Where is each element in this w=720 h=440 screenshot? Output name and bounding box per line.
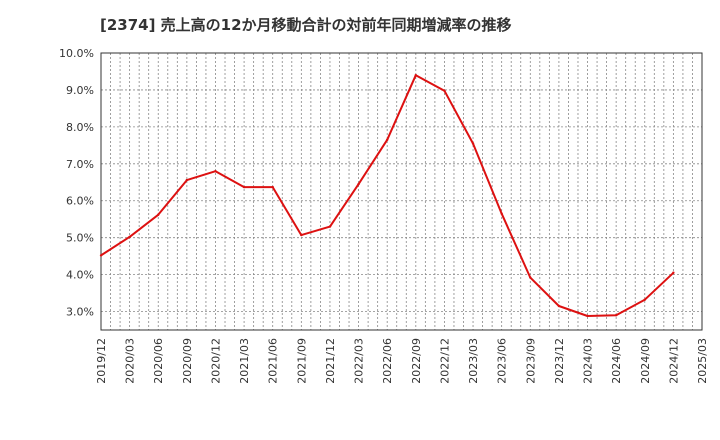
x-tick-label: 2024/09 (639, 338, 652, 384)
x-tick-label: 2023/12 (553, 338, 566, 384)
x-tick-label: 2020/09 (181, 338, 194, 384)
data-point (328, 225, 332, 228)
data-point (672, 271, 675, 274)
x-tick-label: 2023/06 (496, 338, 509, 384)
x-axis: 2019/12 2020/03 2020/06 2020/09 2020/12 2021/… (95, 338, 709, 384)
data-point (557, 304, 561, 308)
x-tick-label: 2023/03 (467, 338, 480, 384)
y-tick-label: 9.0% (66, 84, 94, 97)
x-tick-label: 2021/12 (324, 338, 337, 384)
x-tick-label: 2021/09 (295, 338, 308, 384)
x-tick-label: 2022/03 (353, 338, 366, 384)
data-point (157, 213, 160, 216)
x-tick-label: 2020/06 (152, 338, 165, 384)
data-point (643, 298, 646, 301)
series-line (100, 74, 675, 317)
plot-area-border (100, 52, 703, 331)
x-tick-label: 2022/12 (438, 338, 451, 384)
y-tick-label: 3.0% (66, 306, 94, 319)
data-point (185, 178, 189, 182)
data-point (128, 235, 131, 239)
data-point (614, 314, 618, 317)
x-tick-label: 2020/03 (124, 338, 137, 384)
x-tick-label: 2020/12 (209, 338, 222, 384)
x-tick-label: 2024/12 (667, 338, 680, 384)
data-point (385, 138, 389, 141)
y-tick-label: 5.0% (66, 232, 94, 245)
grid-lines (101, 52, 702, 330)
data-point (271, 185, 274, 189)
x-tick-label: 2023/09 (524, 338, 537, 384)
x-tick-label: 2022/06 (381, 338, 394, 384)
y-tick-label: 7.0% (66, 158, 94, 171)
chart-title: [2374] 売上高の12か月移動合計の対前年同期増減率の推移 (100, 16, 512, 34)
x-tick-label: 2025/03 (696, 338, 709, 384)
y-tick-label: 6.0% (66, 195, 94, 208)
x-tick-label: 2024/06 (610, 338, 623, 384)
x-tick-label: 2022/09 (410, 338, 423, 384)
data-point (99, 254, 103, 257)
data-point (529, 276, 532, 279)
y-tick-label: 4.0% (66, 269, 94, 282)
data-point (500, 212, 503, 215)
data-point (300, 233, 303, 237)
series-group (99, 73, 675, 318)
y-tick-label: 8.0% (66, 121, 94, 134)
data-point (586, 314, 589, 318)
x-tick-label: 2021/03 (238, 338, 251, 384)
data-point (214, 169, 217, 173)
y-tick-label: 10.0% (59, 47, 94, 60)
x-tick-label: 2019/12 (95, 338, 108, 384)
data-point (471, 142, 475, 145)
data-point (443, 89, 446, 92)
y-axis: 3.0% 4.0% 5.0% 6.0% 7.0% 8.0% 9.0% 10.0% (59, 47, 94, 319)
x-tick-label: 2021/06 (267, 338, 280, 384)
data-point (242, 185, 246, 189)
data-point (357, 182, 360, 186)
x-tick-label: 2024/03 (582, 338, 595, 384)
data-point (414, 73, 418, 77)
